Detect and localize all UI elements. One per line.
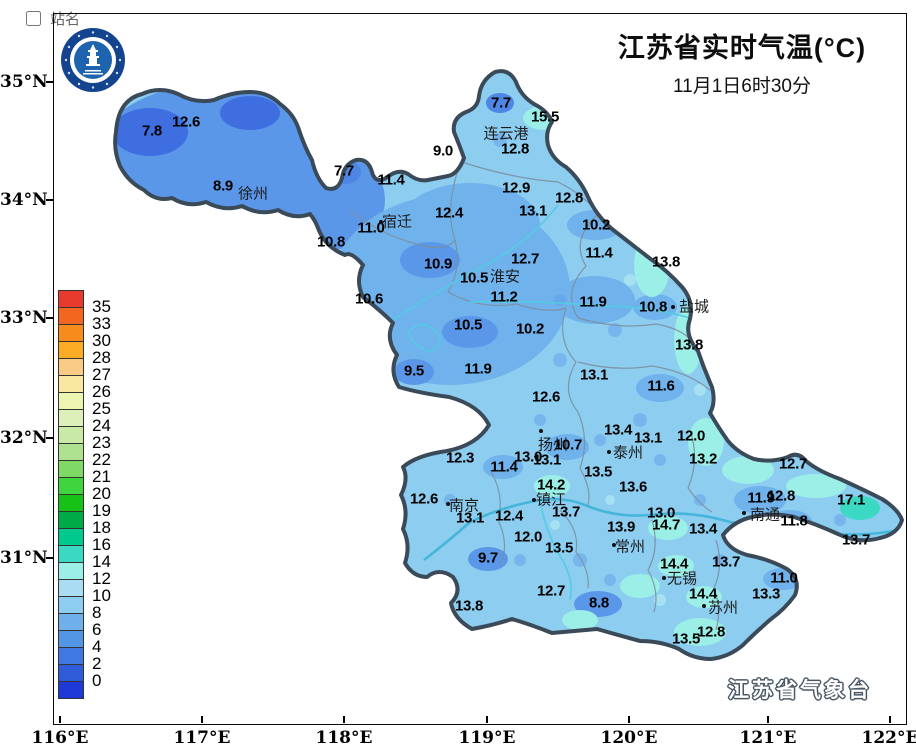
legend-label: 10 <box>92 586 111 605</box>
legend-label: 30 <box>92 331 111 350</box>
legend-band <box>58 681 84 699</box>
legend-label: 25 <box>92 399 111 418</box>
credit-watermark: 江苏省气象台 <box>728 679 872 702</box>
legend-label: 20 <box>92 484 111 503</box>
legend-band <box>58 528 84 546</box>
legend-label: 23 <box>92 433 111 452</box>
legend-label: 0 <box>92 671 102 690</box>
legend-label: 4 <box>92 637 102 656</box>
legend-band <box>58 630 84 648</box>
legend-band <box>58 511 84 529</box>
page-title: 江苏省实时气温(°C) <box>617 33 867 63</box>
legend-label: 27 <box>92 365 111 384</box>
legend-label: 19 <box>92 501 111 520</box>
legend-band <box>58 324 84 342</box>
legend-band <box>58 341 84 359</box>
legend-band <box>58 664 84 682</box>
legend-band <box>58 596 84 614</box>
legend-label: 28 <box>92 348 111 367</box>
legend-label: 24 <box>92 416 111 435</box>
meteo-bureau-logo <box>61 28 125 92</box>
legend-band <box>58 375 84 393</box>
legend-label: 21 <box>92 467 111 486</box>
legend-label: 8 <box>92 603 102 622</box>
legend-band <box>58 443 84 461</box>
legend-band <box>58 562 84 580</box>
station-name-toggle-label: 站名 <box>50 11 81 28</box>
legend-label: 16 <box>92 535 111 554</box>
legend-label: 12 <box>92 569 111 588</box>
legend-label: 18 <box>92 518 111 537</box>
province-outline <box>113 69 904 661</box>
legend-band <box>58 426 84 444</box>
legend-label: 14 <box>92 552 111 571</box>
page-subtitle: 11月1日6时30分 <box>673 76 811 97</box>
legend-band <box>58 290 84 308</box>
legend-band <box>58 545 84 563</box>
legend-band <box>58 307 84 325</box>
legend-band <box>58 494 84 512</box>
station-name-toggle[interactable]: 站名 <box>22 8 80 29</box>
legend-label: 6 <box>92 620 102 639</box>
legend-band <box>58 392 84 410</box>
legend-band <box>58 409 84 427</box>
legend-label: 22 <box>92 450 111 469</box>
legend-band <box>58 477 84 495</box>
legend-band <box>58 358 84 376</box>
legend-band <box>58 460 84 478</box>
legend-label: 35 <box>92 297 111 316</box>
legend-band <box>58 613 84 631</box>
station-name-checkbox[interactable] <box>26 11 41 26</box>
legend-label: 33 <box>92 314 111 333</box>
legend-band <box>58 647 84 665</box>
legend-band <box>58 579 84 597</box>
map-frame <box>53 13 907 725</box>
legend-label: 2 <box>92 654 102 673</box>
legend-label: 26 <box>92 382 111 401</box>
